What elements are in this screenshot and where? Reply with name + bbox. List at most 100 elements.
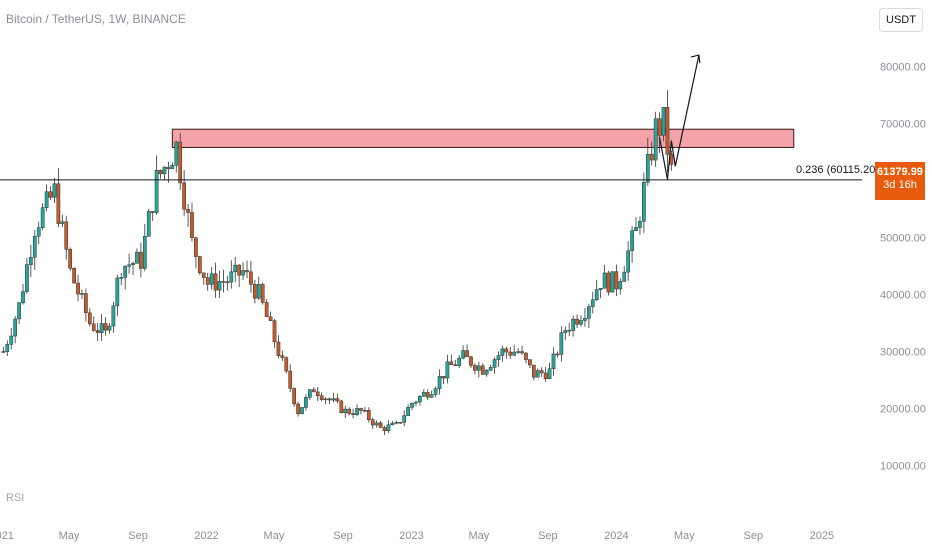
x-tick-label: May <box>468 530 489 542</box>
currency-button[interactable]: USDT <box>879 8 923 32</box>
candle-body <box>661 107 666 136</box>
candle-body <box>378 422 383 428</box>
candle-body <box>508 351 513 356</box>
candle-body <box>520 351 524 354</box>
candle-body <box>52 183 57 198</box>
candle-body <box>162 166 167 175</box>
candle-body <box>543 372 548 379</box>
candle-body <box>390 422 395 426</box>
candle-body <box>186 208 190 213</box>
candle-body <box>418 396 422 403</box>
candle-body <box>29 256 33 265</box>
candle-body <box>665 107 670 155</box>
candle-body <box>638 221 642 228</box>
candle-body <box>512 351 517 356</box>
candle-body <box>516 351 520 353</box>
x-tick-label: 2025 <box>810 530 834 542</box>
candle-body <box>80 293 84 295</box>
candle-body <box>111 305 116 327</box>
candle-body <box>476 365 481 371</box>
axes-layer: 80000.00 70000.00 50000.00 40000.00 30000.00… <box>0 62 926 543</box>
x-tick-label: 2021 <box>0 530 14 542</box>
candle-body <box>590 299 595 307</box>
candle-body <box>433 388 438 395</box>
candle-body <box>115 277 120 307</box>
candle-body <box>201 272 206 278</box>
candle-body <box>528 359 532 366</box>
candle-body <box>190 212 194 238</box>
y-tick-label: 80000.00 <box>880 62 926 74</box>
candle-body <box>300 407 304 415</box>
candle-body <box>618 281 623 290</box>
candle-body <box>296 403 300 415</box>
candle-body <box>197 256 202 274</box>
candle-body <box>304 397 308 408</box>
candle-body <box>135 251 139 264</box>
candle-body <box>551 353 556 369</box>
candle-body <box>484 369 489 375</box>
candle-body <box>370 419 375 426</box>
candle-body <box>107 325 112 331</box>
candle-body <box>315 391 320 397</box>
candle-body <box>288 370 293 389</box>
candle-body <box>606 272 611 293</box>
candle-body <box>72 268 76 284</box>
candle-body <box>245 270 249 273</box>
candle-body <box>386 424 391 432</box>
candle-body <box>449 361 454 366</box>
candle-body <box>146 211 151 237</box>
candle-body <box>634 227 638 231</box>
candle-body <box>575 318 579 325</box>
projection-path <box>659 54 700 180</box>
candle-body <box>40 207 45 228</box>
candle-body <box>17 302 21 320</box>
candle-body <box>323 398 328 401</box>
candle-body <box>308 389 312 398</box>
candle-body <box>410 402 414 408</box>
candle-body <box>626 250 631 273</box>
candle-body <box>343 408 348 413</box>
resistance-zone-layer <box>171 128 795 148</box>
candle-body <box>142 236 147 269</box>
annotation-lines-layer: 0.236 (60115.20) <box>0 54 879 181</box>
candle-body <box>217 281 222 291</box>
candle-body <box>363 410 367 412</box>
rsi-indicator-label[interactable]: RSI <box>6 492 25 504</box>
candle-body <box>339 400 344 413</box>
candle-body <box>610 271 615 293</box>
candle-body <box>480 365 485 375</box>
candle-body <box>445 361 450 379</box>
candle-body <box>166 166 171 170</box>
candle-body <box>473 365 477 371</box>
candle-body <box>233 264 238 273</box>
candle-body <box>95 330 100 333</box>
candle-body <box>469 356 473 366</box>
candle-body <box>457 357 462 366</box>
candle-body <box>406 407 410 416</box>
chart-title: Bitcoin / TetherUS, 1W, BINANCE <box>6 12 186 26</box>
candle-body <box>425 392 430 398</box>
current-price-badge: 61379.99 3d 16h <box>875 162 925 200</box>
candle-body <box>280 355 285 358</box>
candle-body <box>119 277 124 279</box>
candle-body <box>653 118 658 161</box>
x-tick-label: Sep <box>744 530 764 542</box>
candle-body <box>56 183 61 224</box>
candle-body <box>272 320 277 343</box>
candle-body <box>292 388 297 405</box>
candle-body <box>253 284 257 299</box>
y-tick-label: 50000.00 <box>880 233 926 245</box>
candle-body <box>237 264 241 276</box>
candle-body <box>9 335 14 345</box>
candle-body <box>555 353 560 356</box>
candle-body <box>48 191 53 198</box>
candle-body <box>194 237 198 257</box>
x-tick-label: 2024 <box>604 530 628 542</box>
candle-body <box>158 170 163 175</box>
candle-body <box>535 370 540 378</box>
candle-body <box>382 427 387 432</box>
candle-body <box>598 287 603 290</box>
candle-body <box>5 344 10 352</box>
candle-body <box>131 263 135 265</box>
